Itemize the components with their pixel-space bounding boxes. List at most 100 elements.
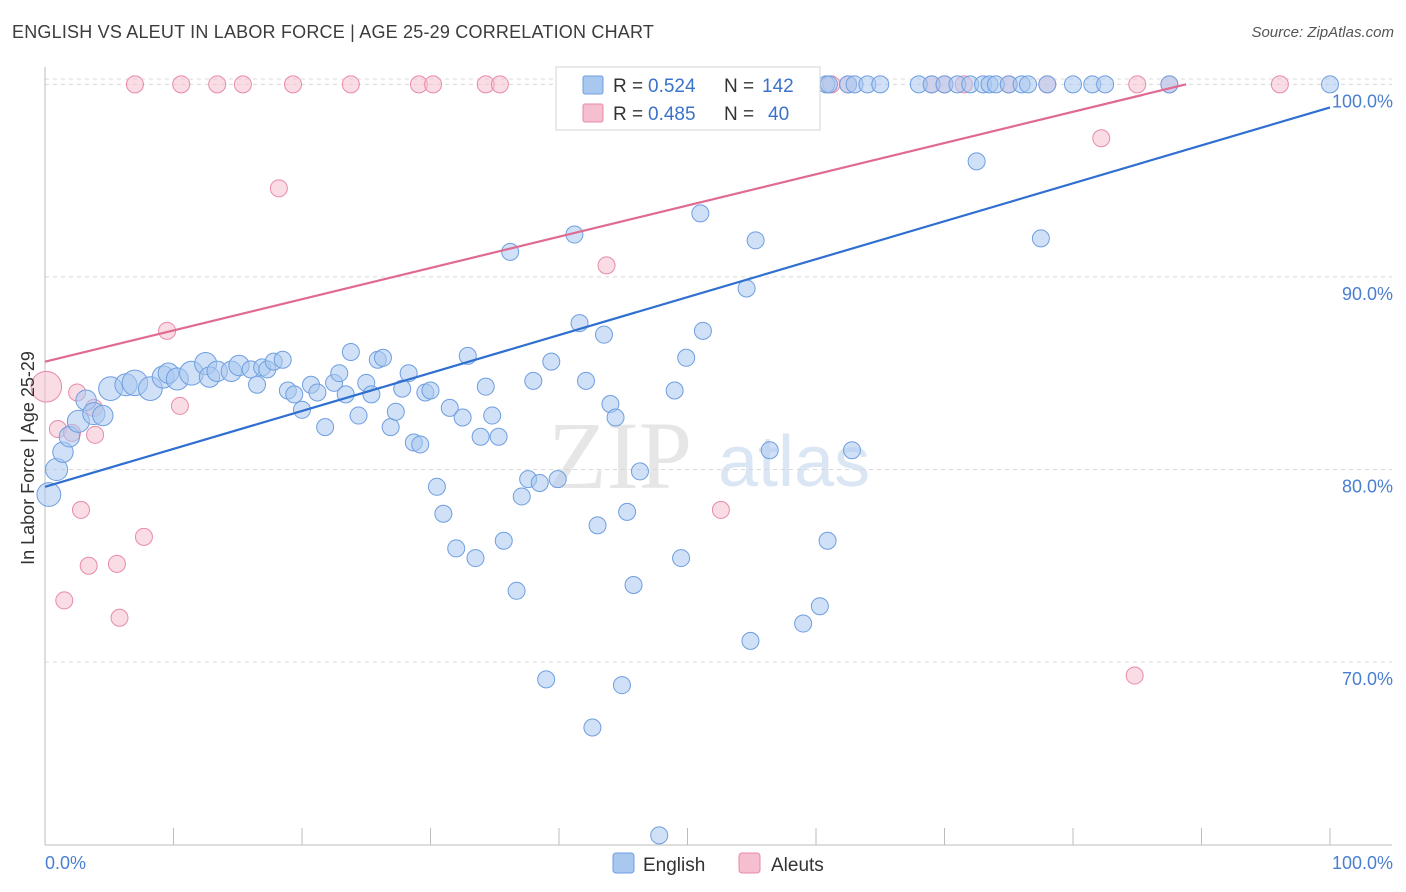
watermark-atlas: atlas bbox=[718, 422, 870, 502]
english-point bbox=[760, 441, 779, 460]
watermark: ZIP atlas bbox=[548, 402, 870, 509]
english-point bbox=[693, 321, 712, 340]
english-point bbox=[248, 375, 267, 394]
english-point bbox=[447, 539, 466, 558]
english-point bbox=[471, 427, 490, 446]
english-point bbox=[691, 204, 710, 223]
english-point bbox=[618, 502, 637, 521]
english-point bbox=[810, 597, 829, 616]
axes bbox=[44, 67, 1392, 846]
aleut-point bbox=[134, 527, 153, 546]
aleut-point bbox=[284, 75, 303, 94]
english-point bbox=[501, 242, 520, 261]
y-axis-label: In Labor Force | Age 25-29 bbox=[18, 351, 38, 565]
english-point bbox=[588, 516, 607, 535]
english-point bbox=[672, 549, 691, 568]
aleut-point bbox=[30, 370, 63, 403]
english-point bbox=[273, 350, 292, 369]
aleut-series-swatch bbox=[738, 852, 761, 874]
aleut-point bbox=[125, 75, 144, 94]
english-point bbox=[576, 371, 595, 390]
english-point bbox=[1096, 75, 1115, 94]
x-tick-label-right: 100.0% bbox=[1332, 853, 1393, 873]
english-point bbox=[434, 504, 453, 523]
english-point bbox=[349, 406, 368, 425]
trend-lines bbox=[44, 83, 1331, 488]
chart-title: ENGLISH VS ALEUT IN LABOR FORCE | AGE 25… bbox=[12, 22, 655, 42]
aleut-point bbox=[71, 500, 90, 519]
english-point bbox=[650, 826, 669, 845]
english-r-label: R = bbox=[613, 76, 643, 97]
english-point bbox=[36, 482, 62, 507]
english-point bbox=[411, 435, 430, 454]
y-tick-label: 90.0% bbox=[1342, 284, 1393, 304]
english-series-swatch bbox=[612, 852, 635, 874]
aleut-point bbox=[55, 591, 74, 610]
english-point bbox=[871, 75, 890, 94]
aleut-point bbox=[490, 75, 509, 94]
english-point bbox=[583, 718, 602, 737]
english-point bbox=[842, 441, 861, 460]
english-n-label: N = bbox=[724, 76, 754, 97]
aleut-n-label: N = bbox=[724, 104, 754, 125]
english-point bbox=[381, 418, 400, 437]
english-series-label: English bbox=[643, 855, 705, 876]
english-point bbox=[330, 364, 349, 383]
aleut-legend-swatch bbox=[582, 103, 604, 123]
aleut-series-label: Aleuts bbox=[771, 855, 824, 876]
english-point bbox=[594, 325, 613, 344]
english-point bbox=[341, 343, 360, 362]
english-point bbox=[512, 487, 531, 506]
aleut-n-value: 40 bbox=[768, 104, 789, 125]
aleut-point bbox=[711, 500, 730, 519]
english-point bbox=[393, 379, 412, 398]
english-point bbox=[92, 404, 114, 427]
aleut-point bbox=[597, 256, 616, 275]
aleut-r-label: R = bbox=[613, 104, 643, 125]
aleut-point bbox=[1128, 75, 1147, 94]
english-point bbox=[630, 462, 649, 481]
english-point bbox=[1038, 75, 1057, 94]
english-point bbox=[741, 631, 760, 650]
aleut-r-value: 0.485 bbox=[648, 104, 696, 125]
english-point bbox=[489, 427, 508, 446]
english-point bbox=[466, 549, 485, 568]
english-point bbox=[530, 473, 549, 492]
english-point bbox=[507, 581, 526, 600]
english-point bbox=[746, 231, 765, 250]
english-legend-swatch bbox=[582, 75, 604, 95]
english-point bbox=[440, 398, 459, 417]
english-point bbox=[421, 381, 440, 400]
english-point bbox=[612, 676, 631, 695]
english-point bbox=[316, 418, 335, 437]
english-point bbox=[373, 348, 392, 367]
english-point bbox=[483, 406, 502, 425]
aleut-point bbox=[1092, 129, 1111, 148]
aleut-point bbox=[1270, 75, 1289, 94]
aleut-point bbox=[86, 425, 105, 444]
english-point bbox=[819, 75, 838, 94]
english-point bbox=[665, 381, 684, 400]
english-point bbox=[1321, 75, 1339, 94]
english-point bbox=[308, 383, 327, 402]
english-point bbox=[524, 371, 543, 390]
english-point bbox=[285, 385, 304, 404]
x-tick-label-left: 0.0% bbox=[45, 853, 86, 873]
y-tick-label: 100.0% bbox=[1332, 91, 1393, 111]
tick-labels: 100.0% 90.0% 80.0% 70.0% 0.0% 100.0% bbox=[45, 91, 1393, 873]
english-point bbox=[624, 576, 643, 595]
english-n-value: 142 bbox=[762, 76, 794, 97]
aleut-point bbox=[110, 608, 129, 627]
english-point bbox=[293, 400, 311, 419]
aleut-point bbox=[79, 556, 98, 575]
series-legend: English Aleuts bbox=[612, 852, 824, 876]
y-tick-label: 70.0% bbox=[1342, 669, 1393, 689]
aleut-point bbox=[424, 75, 443, 94]
stats-legend: R = 0.524 N = 142 R = 0.485 N = 40 bbox=[555, 66, 821, 131]
english-point bbox=[794, 614, 813, 633]
english-point bbox=[542, 352, 561, 371]
english-point bbox=[1064, 75, 1082, 94]
aleut-point bbox=[208, 75, 227, 94]
aleut-point bbox=[172, 75, 191, 94]
